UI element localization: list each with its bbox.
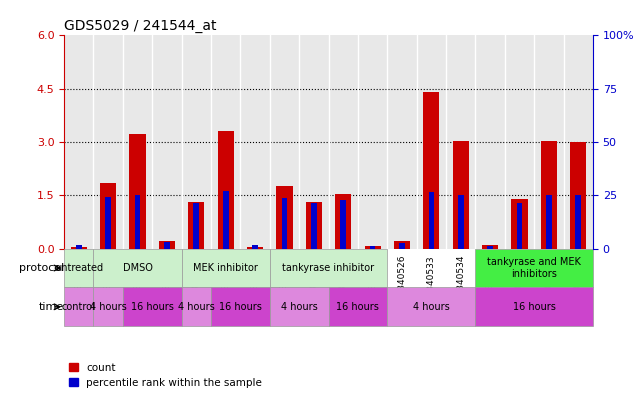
Bar — [240, 35, 270, 249]
Bar — [217, 131, 234, 249]
Legend: count, percentile rank within the sample: count, percentile rank within the sample — [69, 363, 262, 388]
Bar — [429, 192, 434, 249]
Text: tankyrase inhibitor: tankyrase inhibitor — [283, 263, 374, 273]
Bar — [270, 287, 328, 326]
Bar — [306, 202, 322, 249]
Bar — [340, 200, 346, 249]
Bar — [181, 249, 270, 287]
Text: 4 hours: 4 hours — [178, 302, 215, 312]
Text: GDS5029 / 241544_at: GDS5029 / 241544_at — [64, 19, 217, 33]
Bar — [129, 134, 146, 249]
Bar — [64, 249, 94, 287]
Bar — [487, 246, 493, 249]
Bar — [394, 241, 410, 249]
Bar — [541, 141, 557, 249]
Text: 4 hours: 4 hours — [413, 302, 450, 312]
Bar — [546, 195, 552, 249]
Text: MEK inhibitor: MEK inhibitor — [193, 263, 258, 273]
Bar — [64, 35, 94, 249]
Bar — [76, 246, 81, 249]
Bar — [135, 195, 140, 249]
Bar — [458, 195, 463, 249]
Bar — [123, 287, 181, 326]
Bar — [446, 35, 476, 249]
Bar — [417, 35, 446, 249]
Bar — [276, 186, 292, 249]
Bar — [247, 247, 263, 249]
Bar — [270, 35, 299, 249]
Bar — [223, 191, 228, 249]
Bar — [387, 35, 417, 249]
Bar — [153, 35, 181, 249]
Bar — [399, 242, 404, 249]
Bar — [387, 287, 476, 326]
Text: 16 hours: 16 hours — [219, 302, 262, 312]
Bar — [71, 247, 87, 249]
Text: control: control — [62, 302, 96, 312]
Bar — [335, 193, 351, 249]
Text: untreated: untreated — [54, 263, 103, 273]
Bar — [505, 35, 534, 249]
Text: tankyrase and MEK
inhibitors: tankyrase and MEK inhibitors — [487, 257, 581, 279]
Bar — [482, 245, 498, 249]
Text: 16 hours: 16 hours — [513, 302, 556, 312]
Bar — [476, 287, 593, 326]
Bar — [328, 35, 358, 249]
Bar — [328, 287, 387, 326]
Bar — [563, 35, 593, 249]
Bar — [570, 142, 587, 249]
Bar — [517, 203, 522, 249]
Bar — [253, 245, 258, 249]
Bar — [365, 246, 381, 249]
Bar — [370, 246, 376, 249]
Bar — [270, 249, 387, 287]
Bar — [64, 287, 94, 326]
Bar — [576, 195, 581, 249]
Bar — [159, 241, 175, 249]
Bar — [211, 287, 270, 326]
Text: 16 hours: 16 hours — [337, 302, 379, 312]
Bar — [311, 203, 317, 249]
Bar — [94, 249, 181, 287]
Bar — [94, 35, 123, 249]
Bar — [181, 287, 211, 326]
Bar — [534, 35, 563, 249]
Bar — [476, 35, 505, 249]
Text: DMSO: DMSO — [122, 263, 153, 273]
Text: protocol: protocol — [19, 263, 64, 273]
Bar — [211, 35, 240, 249]
Bar — [299, 35, 328, 249]
Bar — [194, 204, 199, 249]
Bar — [358, 35, 387, 249]
Bar — [476, 249, 593, 287]
Text: time: time — [39, 302, 64, 312]
Bar — [94, 287, 123, 326]
Bar — [188, 202, 204, 249]
Text: 4 hours: 4 hours — [90, 302, 126, 312]
Bar — [423, 92, 440, 249]
Bar — [123, 35, 153, 249]
Bar — [281, 198, 287, 249]
Bar — [100, 183, 116, 249]
Bar — [453, 141, 469, 249]
Bar — [105, 197, 111, 249]
Bar — [164, 242, 170, 249]
Text: 16 hours: 16 hours — [131, 302, 174, 312]
Bar — [512, 199, 528, 249]
Text: 4 hours: 4 hours — [281, 302, 317, 312]
Bar — [181, 35, 211, 249]
